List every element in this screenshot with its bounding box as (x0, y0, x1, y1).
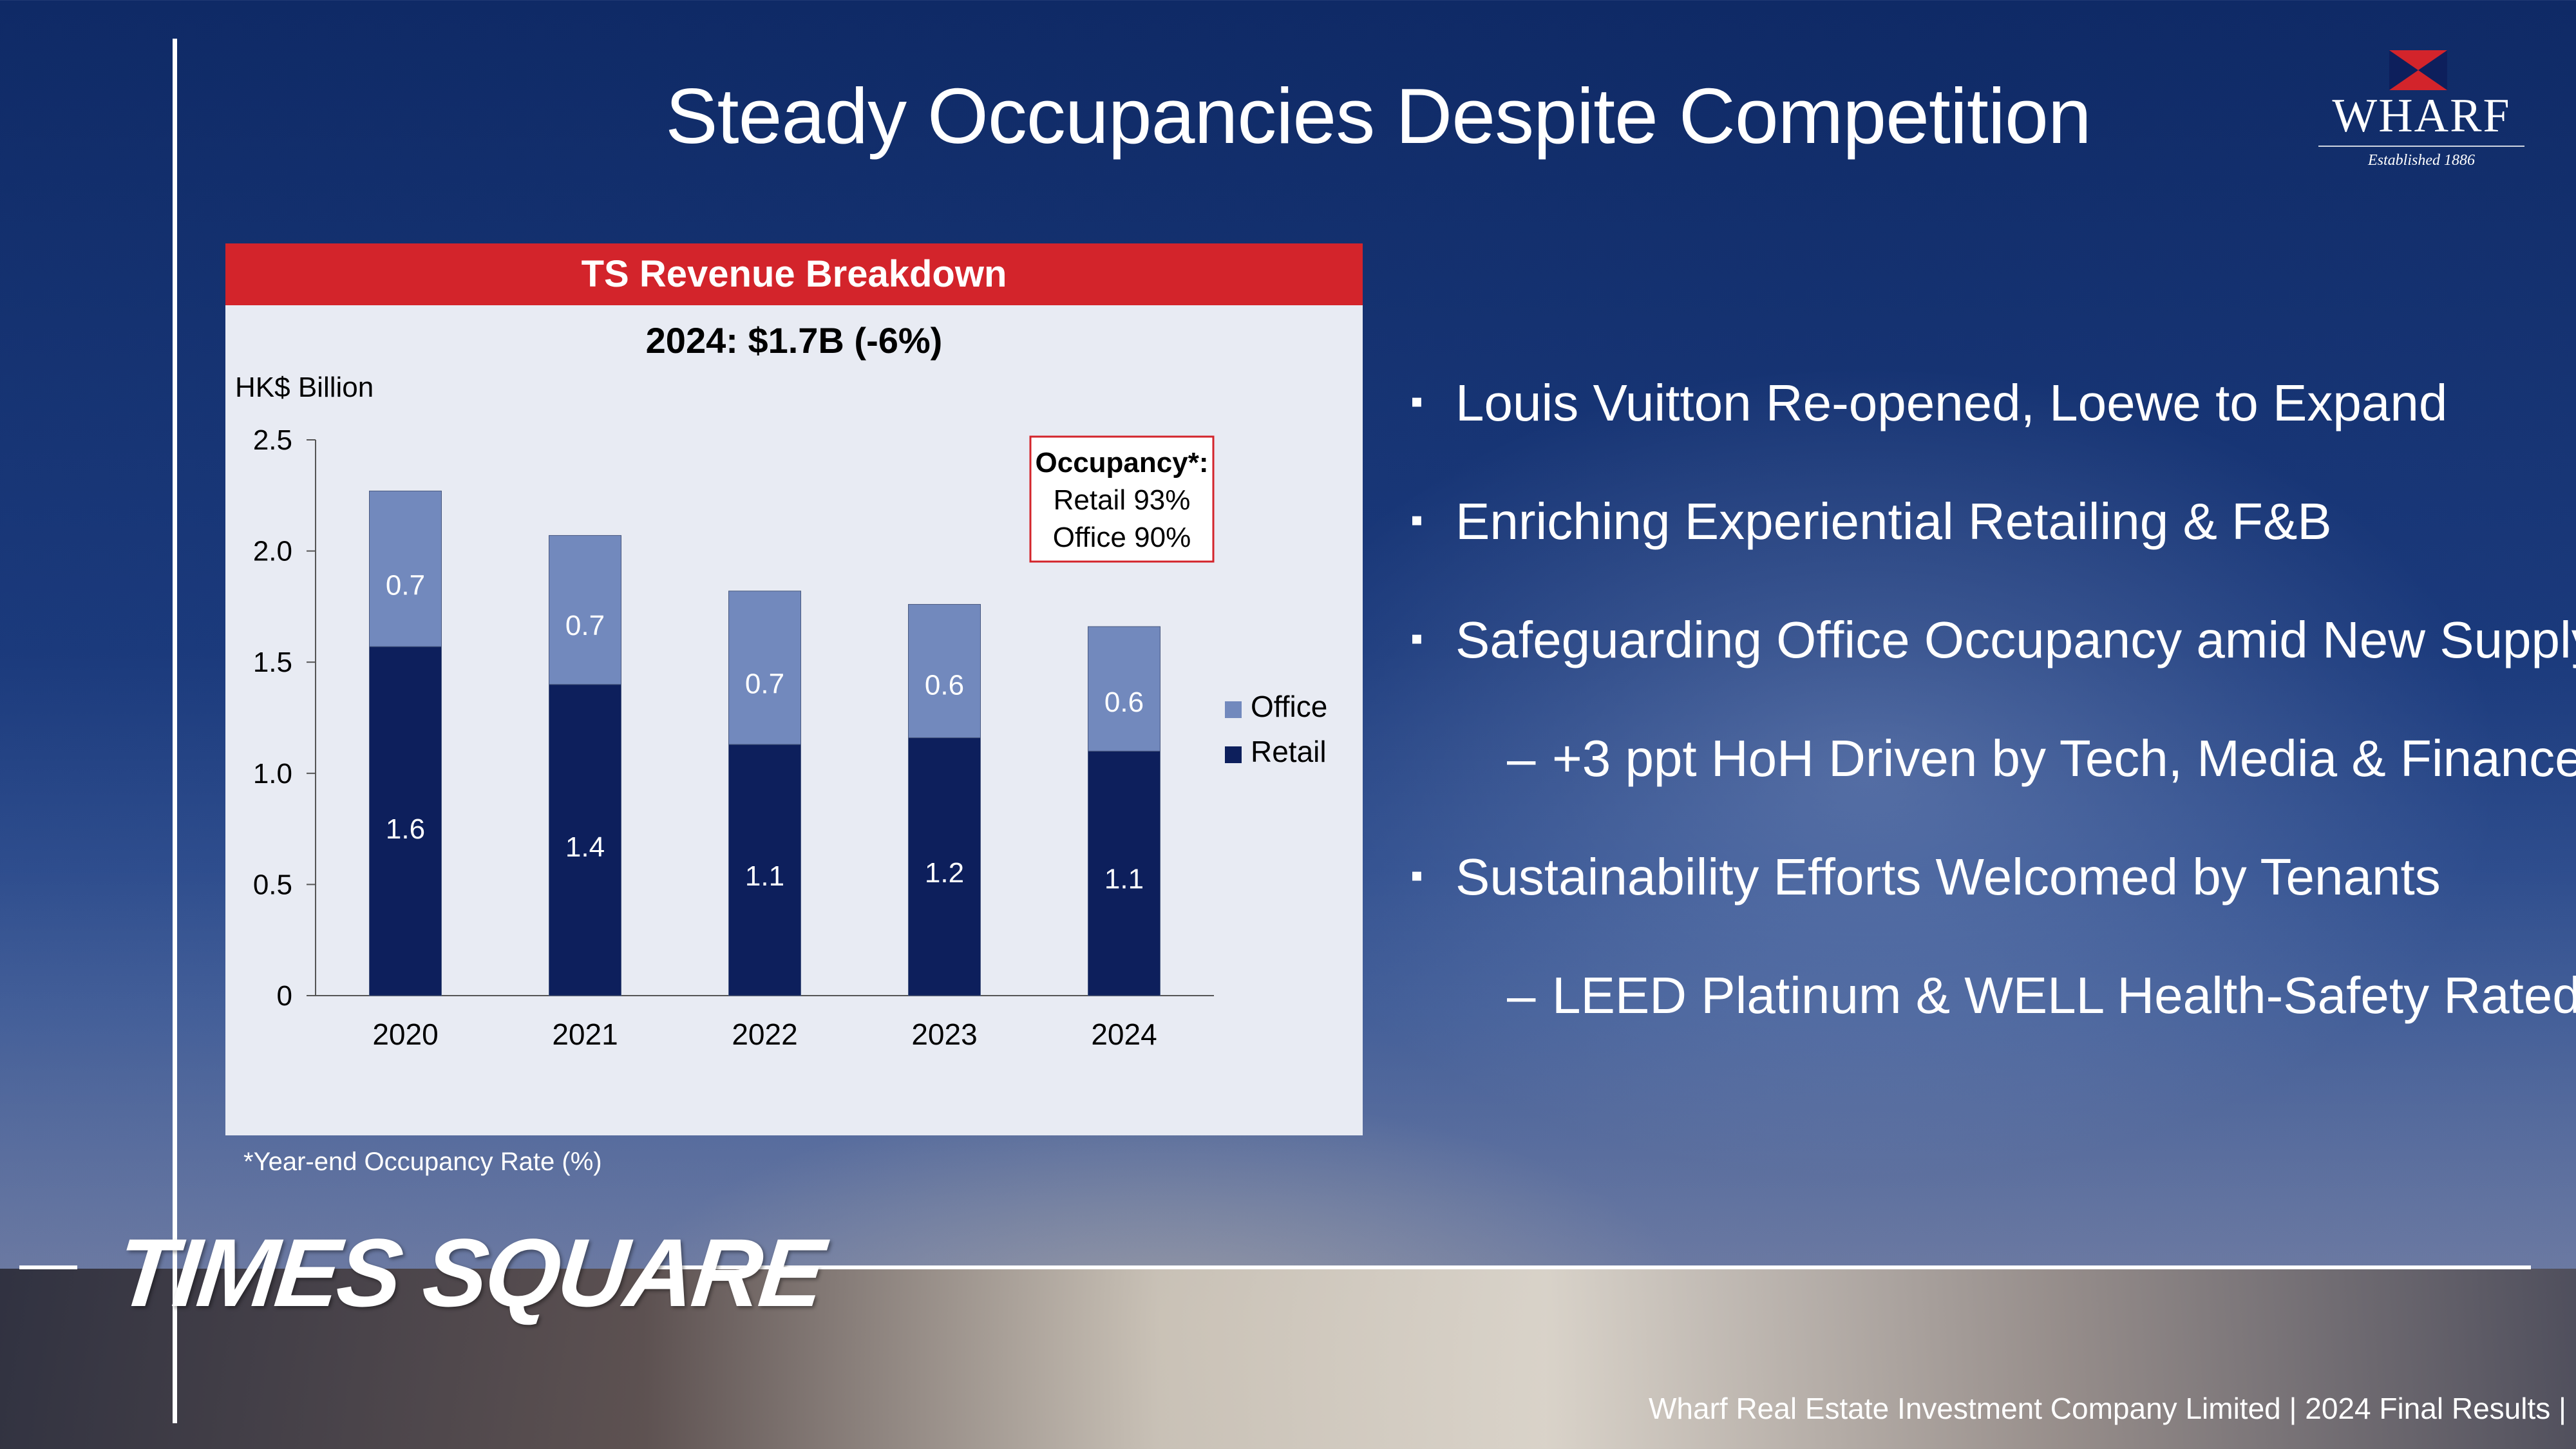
banner-rule-right (650, 1265, 2531, 1269)
data-label: 1.6 (386, 813, 425, 845)
bar-retail-2024 (1088, 750, 1160, 996)
data-label: 1.1 (1104, 864, 1144, 895)
bar-office-2023 (908, 603, 981, 739)
dash-marker: – (1507, 730, 1536, 787)
legend-swatch-office (1225, 701, 1242, 718)
storefront-photo-strip (0, 1269, 2576, 1449)
bullet-text: Enriching Experiential Retailing & F&B (1455, 493, 2332, 550)
y-tick-label: 2.0 (253, 536, 292, 567)
square-bullet-icon: ▪ (1410, 381, 1423, 421)
wharf-logo: WHARF Established 1886 (2312, 50, 2531, 173)
bar-retail-2022 (728, 744, 801, 996)
square-bullet-icon: ▪ (1410, 855, 1423, 895)
legend-label: Retail (1251, 735, 1327, 768)
left-vertical-rule (173, 39, 177, 1423)
bar-office-2020 (369, 490, 442, 647)
legend-swatch-retail (1225, 746, 1242, 763)
bullet-text: +3 ppt HoH Driven by Tech, Media & Finan… (1552, 730, 2576, 787)
y-tick-label: 2.5 (253, 424, 292, 456)
data-label: 0.7 (745, 668, 784, 700)
logo-established: Established 1886 (2368, 152, 2475, 169)
x-tick-label: 2022 (732, 1018, 797, 1051)
revenue-panel: TS Revenue Breakdown 2024: $1.7B (-6%) HK… (225, 243, 1363, 1135)
y-tick-label: 0 (277, 980, 292, 1012)
bar-office-2021 (549, 535, 621, 685)
bar-office-2024 (1088, 626, 1160, 752)
y-tick-label: 0.5 (253, 869, 292, 900)
bullet-text: Sustainability Efforts Welcomed by Tenan… (1455, 848, 2441, 905)
data-label: 0.6 (1104, 687, 1144, 718)
y-tick-label: 1.0 (253, 758, 292, 790)
wharf-flag-icon (2389, 50, 2447, 90)
x-tick-label: 2020 (372, 1018, 438, 1051)
chart-title: 2024: $1.7B (-6%) (646, 320, 943, 361)
occupancy-callout-box (1029, 435, 1215, 563)
square-bullet-icon: ▪ (1410, 499, 1423, 540)
revenue-chart: 2024: $1.7B (-6%) HK$ Billion 0 0.5 1.0 1.5 2.… (235, 320, 1327, 1051)
square-bullet-icon: ▪ (1410, 618, 1423, 658)
x-tick-label: 2023 (911, 1018, 977, 1051)
logo-divider (2318, 146, 2524, 147)
y-tick-label: 1.5 (253, 647, 292, 678)
bar-retail-2021 (549, 684, 621, 996)
data-label: 0.6 (925, 670, 964, 701)
occupancy-line: Retail 93% (1054, 484, 1191, 516)
bullet-text: Safeguarding Office Occupancy amid New S… (1455, 611, 2576, 668)
occupancy-footnote: *Year-end Occupancy Rate (%) (243, 1148, 602, 1176)
y-axis-label: HK$ Billion (235, 372, 374, 403)
data-label: 0.7 (386, 569, 425, 601)
bullet-text: LEED Platinum & WELL Health-Safety Rated (1552, 967, 2576, 1024)
data-label: 1.1 (745, 860, 784, 892)
slide-title: Steady Occupancies Despite Competition (665, 72, 2091, 160)
times-square-banner: TIMES SQUARE (111, 1218, 828, 1327)
legend-label: Office (1251, 690, 1327, 723)
data-label: 0.7 (565, 610, 605, 641)
panel-header: TS Revenue Breakdown (225, 243, 1363, 305)
occupancy-title: Occupancy*: (1036, 447, 1209, 478)
logo-wordmark: WHARF (2332, 90, 2511, 142)
occupancy-line: Office 90% (1053, 522, 1191, 553)
dash-marker: – (1507, 967, 1536, 1024)
x-tick-label: 2021 (552, 1018, 618, 1051)
banner-rule-left (19, 1265, 77, 1269)
bullet-text: Louis Vuitton Re-opened, Loewe to Expand (1455, 374, 2448, 431)
slide-footer: Wharf Real Estate Investment Company Lim… (1649, 1392, 2576, 1425)
data-label: 1.4 (565, 831, 605, 863)
x-tick-label: 2024 (1091, 1018, 1157, 1051)
bar-office-2022 (728, 591, 801, 745)
data-label: 1.2 (925, 857, 964, 889)
